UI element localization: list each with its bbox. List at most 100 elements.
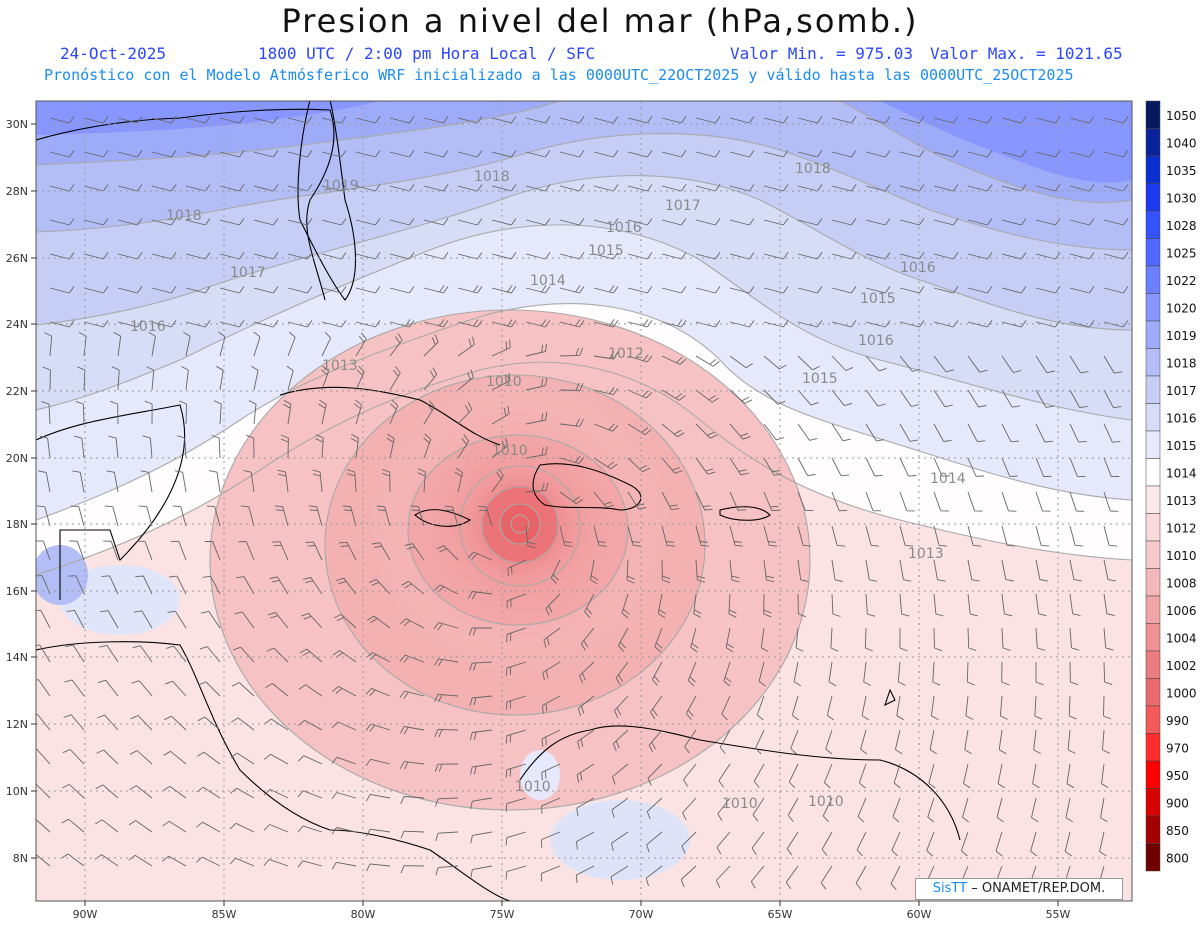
wind-barb: [715, 865, 731, 888]
wind-barb: [164, 715, 187, 731]
wind-barb: [62, 749, 85, 765]
wind-barb: [593, 116, 619, 124]
wind-barb: [1001, 320, 1027, 328]
wind-barb: [559, 347, 584, 357]
wind-barb: [1001, 593, 1013, 617]
wind-barb: [36, 540, 51, 561]
wind-barb: [723, 661, 732, 687]
wind-barb: [618, 627, 629, 652]
wind-barb: [36, 644, 51, 663]
wind-barb: [899, 423, 918, 442]
wind-barb: [334, 613, 357, 629]
wind-barb: [142, 435, 153, 459]
wind-barb: [1001, 116, 1027, 124]
wind-barb: [98, 644, 119, 663]
wind-barb: [593, 525, 607, 547]
wind-barb: [491, 405, 510, 425]
wind-barb: [752, 797, 765, 822]
wind-barb: [253, 150, 279, 158]
wind-barb: [793, 661, 802, 687]
wind-barb: [831, 525, 846, 547]
wind-barb: [750, 865, 765, 889]
wind-barb: [593, 252, 619, 260]
wind-barb: [965, 695, 974, 720]
wind-barb: [321, 184, 347, 192]
contour-label: 1015: [860, 291, 896, 307]
wind-barb: [661, 559, 671, 584]
lon-label: 60W: [907, 908, 932, 921]
wind-barb: [234, 611, 255, 629]
wind-barb: [197, 716, 221, 731]
wind-barb: [315, 434, 324, 459]
wind-barb: [95, 819, 119, 833]
plot-frame: [35, 100, 1133, 902]
wind-barb: [1065, 797, 1074, 823]
wind-barb: [627, 423, 652, 435]
wind-barb: [1101, 763, 1109, 788]
wind-barb: [1035, 662, 1044, 686]
wind-barb: [271, 541, 289, 561]
max-value: Valor Max. = 1021.65: [930, 44, 1123, 63]
wind-barb: [865, 593, 876, 617]
wind-barb: [335, 577, 357, 595]
wind-barb: [661, 184, 687, 192]
wind-barb: [785, 865, 799, 890]
colorbar-label: 1022: [1166, 274, 1197, 288]
wind-barb: [626, 559, 635, 584]
contour-label: 1010: [808, 794, 844, 810]
wind-barb: [355, 150, 381, 158]
wind-barb: [559, 184, 585, 192]
colorbar-swatch: [1145, 348, 1161, 377]
wind-barb: [661, 116, 687, 124]
wind-barb: [434, 693, 459, 702]
wind-barb: [129, 785, 153, 799]
wind-barb: [49, 320, 75, 328]
wind-barb: [305, 541, 323, 561]
wind-barb: [196, 751, 221, 765]
wind-barb: [1069, 457, 1086, 478]
wind-barb: [559, 150, 585, 158]
colorbar-label: 1002: [1166, 659, 1197, 673]
wind-barb: [1001, 661, 1010, 686]
lon-label: 65W: [768, 908, 793, 921]
wind-barb: [933, 593, 944, 617]
wind-barb: [219, 184, 245, 192]
wind-barb: [695, 559, 706, 583]
wind-barb: [299, 648, 323, 663]
wind-barb: [83, 184, 109, 192]
wind-barb: [365, 793, 391, 802]
wind-barb: [1103, 661, 1113, 686]
wind-barb: [685, 695, 697, 720]
colorbar-label: 1050: [1166, 109, 1197, 123]
lat-label: 30N: [6, 118, 28, 131]
wind-barb: [355, 184, 381, 192]
wind-barb: [899, 218, 925, 226]
wind-barb: [1069, 389, 1088, 408]
wind-barb: [423, 150, 449, 158]
wind-barb: [890, 865, 901, 891]
lon-label: 85W: [212, 908, 237, 921]
wind-barb: [417, 468, 426, 493]
wind-barb: [132, 645, 153, 663]
contour-label: 1017: [665, 198, 701, 214]
wind-barb: [151, 184, 177, 192]
wind-barb: [1035, 593, 1047, 617]
wind-barb: [172, 505, 187, 527]
wind-barb: [865, 286, 891, 294]
wind-barb: [146, 366, 155, 391]
wind-barb: [695, 286, 721, 294]
wind-barb: [525, 482, 549, 493]
wind-barb: [505, 865, 527, 880]
contour-label: 1018: [795, 161, 831, 177]
wind-barb: [1035, 525, 1050, 547]
wind-barb: [491, 285, 517, 294]
wind-barb: [525, 218, 551, 226]
wind-barb: [822, 797, 833, 823]
wind-barb: [933, 423, 952, 442]
wind-barb: [1103, 559, 1116, 582]
wind-barb: [729, 184, 755, 192]
wind-barb: [181, 366, 189, 391]
wind-barb: [331, 792, 357, 800]
lon-label: 80W: [351, 908, 376, 921]
wind-barb: [457, 369, 474, 391]
